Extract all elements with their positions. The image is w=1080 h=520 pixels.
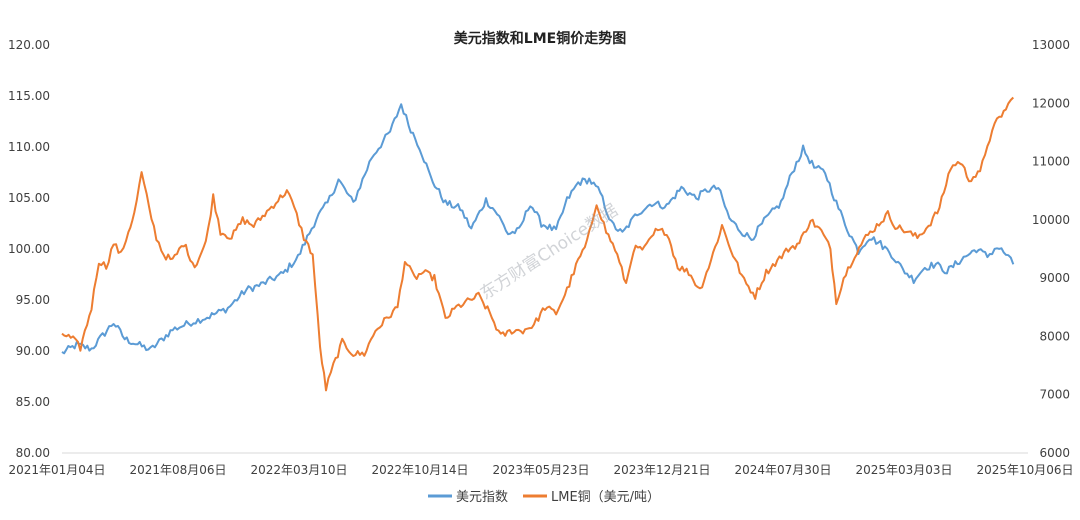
x-tick-label: 2022年03月10日 <box>250 463 347 477</box>
series-line-lme-copper <box>61 96 1015 392</box>
y-left-tick-label: 120.00 <box>8 38 50 52</box>
y-axis-right: 6000 7000 8000 9000 10000 11000 12000 13000 <box>1032 38 1070 460</box>
x-tick-label: 2023年05月23日 <box>492 463 589 477</box>
y-right-tick-label: 8000 <box>1039 329 1070 343</box>
y-right-tick-label: 13000 <box>1032 38 1070 52</box>
y-right-tick-label: 10000 <box>1032 213 1070 227</box>
y-right-tick-label: 9000 <box>1039 271 1070 285</box>
y-left-tick-label: 110.00 <box>8 140 50 154</box>
series-lines <box>61 96 1015 392</box>
x-tick-label: 2024年07月30日 <box>734 463 831 477</box>
x-tick-label: 2023年12月21日 <box>613 463 710 477</box>
y-right-tick-label: 12000 <box>1032 96 1070 110</box>
y-right-tick-label: 6000 <box>1039 446 1070 460</box>
y-left-tick-label: 80.00 <box>16 446 50 460</box>
y-left-tick-label: 100.00 <box>8 242 50 256</box>
x-axis: 2021年01月04日 2021年08月06日 2022年03月10日 2022年10… <box>8 463 1073 477</box>
x-tick-label: 2022年10月14日 <box>371 463 468 477</box>
chart-title: 美元指数和LME铜价走势图 <box>454 30 626 47</box>
y-left-tick-label: 105.00 <box>8 191 50 205</box>
y-right-tick-label: 11000 <box>1032 155 1070 169</box>
legend: 美元指数 LME铜（美元/吨） <box>428 490 660 505</box>
legend-label-lme-copper: LME铜（美元/吨） <box>551 490 660 505</box>
x-tick-label: 2021年01月04日 <box>8 463 105 477</box>
y-left-tick-label: 85.00 <box>16 395 50 409</box>
y-right-tick-label: 7000 <box>1039 388 1070 402</box>
x-tick-label: 2025年10月06日 <box>976 463 1073 477</box>
y-left-tick-label: 90.00 <box>16 344 50 358</box>
x-tick-label: 2025年03月03日 <box>855 463 952 477</box>
series-line-usd-index <box>61 103 1015 355</box>
y-axis-left: 80.00 85.00 90.00 95.00 100.00 105.00 110.00 11… <box>8 38 50 460</box>
legend-label-usd-index: 美元指数 <box>456 490 508 505</box>
y-left-tick-label: 95.00 <box>16 293 50 307</box>
x-tick-label: 2021年08月06日 <box>129 463 226 477</box>
y-left-tick-label: 115.00 <box>8 89 50 103</box>
